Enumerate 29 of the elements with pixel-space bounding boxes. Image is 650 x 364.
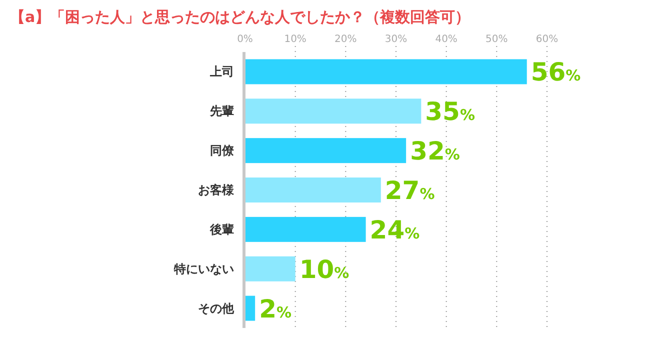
bar [245, 138, 406, 164]
y-tick-label: 同僚 [210, 144, 235, 158]
bar [245, 98, 422, 124]
data-label: 35% [425, 97, 475, 126]
x-tick-label: 20% [334, 34, 357, 45]
bar [245, 59, 527, 84]
data-label: 10% [299, 254, 350, 284]
x-tick-label: 50% [486, 34, 508, 45]
data-label: 32% [410, 136, 460, 166]
y-tick-label: 後輩 [209, 222, 234, 236]
y-tick-label: 特にいない [173, 262, 234, 276]
y-tick-label: 上司 [209, 64, 234, 79]
bar [245, 178, 381, 202]
chart-title: 【a】「困った人」と思ったのはどんな人でしたか？（複数回答可） [10, 8, 470, 26]
bar [245, 296, 256, 321]
data-label: 2% [259, 294, 292, 324]
x-tick-label: 0% [237, 34, 253, 45]
y-tick-label: 先輩 [209, 104, 234, 118]
y-tick-label: その他 [198, 301, 235, 316]
data-label: 56% [530, 58, 581, 87]
y-tick-label: お客様 [198, 183, 235, 197]
bar [245, 256, 296, 282]
data-label: 24% [370, 215, 420, 244]
bar [245, 216, 366, 242]
x-tick-label: 30% [384, 34, 408, 45]
x-tick-label: 40% [435, 34, 458, 45]
data-label: 27% [384, 176, 435, 205]
x-tick-label: 10% [284, 34, 306, 45]
x-tick-label: 60% [536, 34, 558, 45]
